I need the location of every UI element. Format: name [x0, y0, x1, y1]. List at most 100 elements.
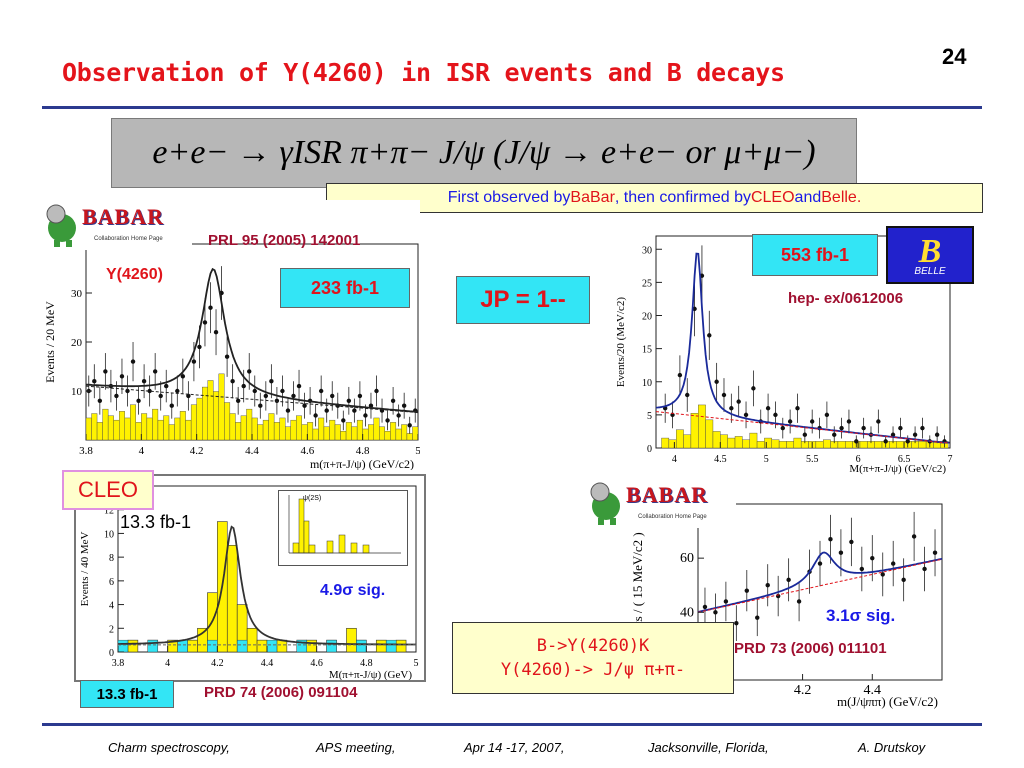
- y-tick-label: 25: [642, 278, 652, 289]
- data-point: [780, 425, 785, 431]
- data-point: [230, 379, 235, 384]
- y-tick-label: 10: [104, 529, 114, 540]
- x-tick-label: 4.6: [310, 658, 323, 669]
- background-bar: [668, 439, 677, 449]
- babar-logo-top[interactable]: BABAR Collaboration Home Page: [42, 200, 192, 250]
- x-tick-label: 4.2: [190, 445, 204, 457]
- x-tick-label: 4.2: [794, 683, 812, 698]
- fit-curve: [697, 551, 943, 613]
- belle-name: Belle.: [821, 189, 862, 206]
- data-point: [828, 537, 833, 542]
- first-observed-text-2: , then confirmed by: [614, 189, 751, 206]
- background-bar: [918, 441, 927, 449]
- data-bar: [375, 639, 387, 653]
- inset-bar: [338, 534, 346, 554]
- data-point: [296, 383, 302, 389]
- data-bar: [226, 544, 238, 653]
- data-point: [141, 379, 147, 384]
- data-point: [180, 374, 186, 379]
- data-point: [302, 403, 307, 408]
- slide-title: Observation of Y(4260) in ISR events and…: [62, 58, 785, 87]
- belle-logo[interactable]: B BELLE: [886, 226, 974, 284]
- data-point: [880, 572, 885, 577]
- babar-isr-chart: 3.844.24.44.64.8510203040m(π+π-J/ψ) (GeV…: [43, 239, 421, 471]
- data-point: [97, 398, 103, 403]
- x-tick-label: 4: [139, 445, 145, 457]
- babar-isr-ref: PRL 95 (2005) 142001: [208, 232, 361, 249]
- cyan-bar: [177, 639, 188, 653]
- background-bar: [146, 417, 153, 441]
- babar-b-chart: 4.2 4.4 40 60 m(J/ψππ) (GeV/c2) Events / ( 15…: [630, 503, 943, 709]
- x-tick-label: 6.5: [898, 454, 911, 465]
- data-point: [685, 392, 690, 398]
- x-tick-label: 6: [856, 454, 861, 465]
- background-bar: [661, 437, 670, 449]
- background-bar: [213, 391, 219, 441]
- data-bar: [395, 639, 407, 653]
- x-tick-label: 5: [764, 454, 769, 465]
- cyan-bar: [386, 639, 397, 653]
- background-bar: [815, 441, 824, 449]
- bottom-rule: [42, 723, 982, 726]
- cyan-bar: [326, 639, 337, 653]
- data-point: [787, 419, 793, 424]
- data-point: [136, 398, 141, 403]
- background-bar: [130, 404, 137, 441]
- background-bar: [340, 430, 347, 441]
- background-bar: [141, 413, 148, 441]
- cleo-ref: PRD 74 (2006) 091104: [204, 684, 358, 701]
- background-bar: [168, 424, 175, 441]
- cleo-chart: 3.8 4 4.2 4.4 4.6 4.8 5 0 2 4 6 8 10 12 M(π+π-J/ψ) (Ge…: [79, 485, 419, 681]
- data-point: [363, 413, 368, 418]
- data-point: [313, 413, 318, 418]
- data-point: [707, 333, 712, 338]
- elephant-icon: [590, 482, 620, 525]
- background-bar: [764, 437, 772, 449]
- x-tick-label: 4.8: [360, 658, 373, 669]
- background-bar: [406, 433, 413, 441]
- x-tick-label: 4.5: [714, 454, 727, 465]
- background-bar: [395, 428, 402, 441]
- background-bar: [251, 417, 258, 441]
- data-point: [846, 419, 852, 424]
- background-bar: [368, 424, 374, 441]
- y-tick-label: 4: [109, 601, 114, 612]
- data-point: [838, 550, 844, 555]
- background-bar: [401, 424, 408, 441]
- cyan-bar: [207, 639, 218, 653]
- x-tick-label: 5: [414, 658, 419, 669]
- cleo-inset: ψ(2S): [278, 490, 408, 566]
- data-point: [103, 369, 108, 374]
- data-point: [755, 615, 760, 620]
- reaction-formula: e+e− → γISR π+π− J/ψ (J/ψ → e+e− or μ+μ−…: [111, 118, 857, 188]
- data-point: [341, 418, 346, 423]
- background-bar: [312, 428, 319, 441]
- y-axis-label: Events / 20 MeV: [43, 301, 57, 383]
- babar-logo-bottom[interactable]: BABAR Collaboration Home Page: [586, 478, 736, 528]
- background-bar: [823, 439, 831, 449]
- belle-chart: 4 4.5 5 5.5 6 6.5 7 0 5 10 15 20 25 30 M(π+π-J/ψ) (GeV…: [615, 235, 953, 475]
- footer-location: Jacksonville, Florida,: [648, 740, 769, 755]
- data-point: [765, 583, 770, 588]
- data-point: [861, 425, 866, 431]
- x-axis-label: M(π+π-J/ψ) (GeV): [329, 669, 412, 680]
- data-point: [401, 403, 407, 408]
- y-tick-label: 30: [642, 245, 652, 256]
- data-point: [396, 413, 401, 418]
- data-point: [169, 403, 174, 408]
- data-point: [258, 403, 263, 408]
- babar-b-ref: PRD 73 (2006) 011101: [734, 640, 887, 657]
- data-point: [241, 383, 246, 389]
- data-point: [235, 398, 241, 403]
- background-bar: [152, 408, 159, 441]
- data-point: [824, 412, 830, 418]
- cyan-bar: [266, 639, 278, 653]
- x-tick-label: 5: [415, 445, 420, 457]
- formula-text: e+e− → γISR π+π− J/ψ (J/ψ → e+e− or μ+μ−…: [152, 134, 816, 171]
- data-bar: [306, 639, 317, 653]
- data-point: [252, 388, 257, 394]
- data-bar: [346, 627, 357, 653]
- background-bar: [190, 404, 197, 441]
- background-bar: [734, 436, 743, 449]
- data-point: [786, 577, 791, 583]
